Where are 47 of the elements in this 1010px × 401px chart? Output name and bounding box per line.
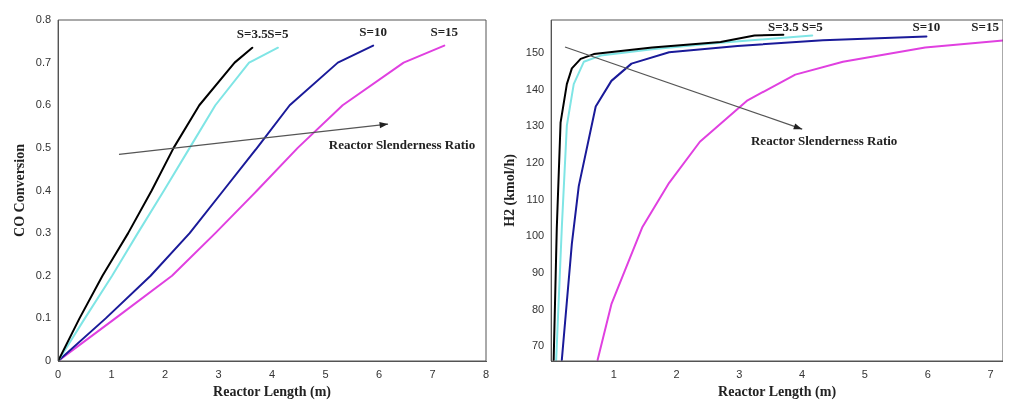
- x-tick-label: 1: [610, 367, 617, 380]
- y-tick-label: 130: [525, 119, 545, 132]
- y-tick-label: 120: [525, 156, 545, 169]
- x-tick-label: 3: [215, 367, 222, 380]
- y-tick-label: 140: [525, 82, 545, 95]
- y-tick-label: 0.3: [35, 226, 52, 239]
- y-tick-label: 70: [531, 339, 545, 352]
- series-label: S=10: [912, 19, 941, 35]
- x-axis-title: Reactor Length (m): [213, 384, 332, 401]
- series-label: S=10: [359, 23, 387, 39]
- y-tick-label: 80: [531, 302, 545, 315]
- y-axis-title: H2 (kmol/h): [502, 153, 519, 227]
- y-tick-label: 150: [525, 46, 545, 59]
- y-tick-label: 0.4: [35, 183, 52, 196]
- x-tick-label: 5: [322, 367, 329, 380]
- x-tick-label: 4: [268, 367, 276, 380]
- x-tick-label: 8: [482, 367, 490, 380]
- x-tick-label: 1: [108, 367, 115, 380]
- series-label: S=15: [971, 19, 1000, 35]
- x-tick-label: 4: [799, 367, 806, 380]
- x-axis-title: Reactor Length (m): [718, 384, 837, 401]
- series-label: S=5: [801, 19, 824, 35]
- y-tick-label: 0: [44, 354, 52, 367]
- series-label: S=15: [430, 23, 459, 39]
- x-tick-label: 6: [375, 367, 383, 380]
- y-tick-label: 0.1: [35, 311, 52, 324]
- y-tick-label: 110: [526, 192, 545, 205]
- x-tick-label: 5: [861, 367, 868, 380]
- y-tick-label: 100: [525, 229, 545, 242]
- y-tick-label: 90: [531, 266, 545, 279]
- annotation: Reactor Slenderness Ratio: [750, 133, 898, 149]
- y-tick-label: 0.8: [35, 13, 52, 26]
- y-axis-title: CO Conversion: [12, 143, 28, 237]
- x-tick-label: 0: [55, 367, 62, 380]
- series-label: S=5: [267, 26, 289, 42]
- y-tick-label: 0.5: [35, 140, 52, 153]
- y-tick-label: 0.2: [35, 268, 52, 281]
- x-tick-label: 2: [162, 367, 169, 380]
- annotation: Reactor Slenderness Ratio: [328, 137, 476, 153]
- series-label: S=3.5: [767, 19, 800, 35]
- x-tick-label: 2: [673, 367, 680, 380]
- x-tick-label: 7: [429, 367, 436, 380]
- y-tick-label: 0.7: [35, 55, 52, 68]
- x-tick-label: 7: [987, 367, 994, 380]
- y-tick-label: 0.6: [35, 98, 52, 111]
- x-tick-label: 6: [924, 367, 931, 380]
- x-tick-label: 3: [736, 367, 743, 380]
